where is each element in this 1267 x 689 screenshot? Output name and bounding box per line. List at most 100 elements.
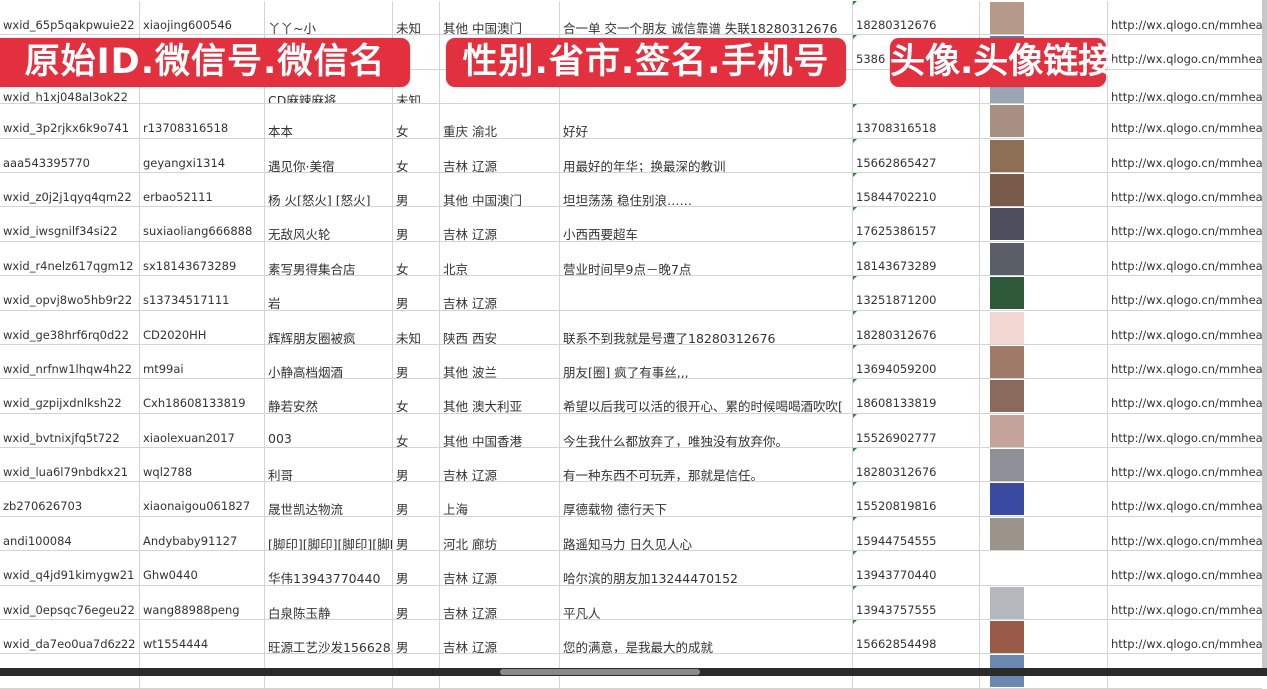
avatar-cell[interactable]: [980, 172, 1108, 207]
original-id-cell[interactable]: andi100084: [0, 516, 140, 551]
avatar-url-cell[interactable]: http://wx.qlogo.cn/mmhead: [1111, 430, 1262, 445]
region-cell[interactable]: 陕西 西安: [440, 310, 560, 344]
nickname-cell[interactable]: 旺源工艺沙发15662854: [265, 620, 393, 654]
wechat-id-cell[interactable]: geyangxi1314: [140, 138, 265, 172]
phone-cell[interactable]: 13943770440: [853, 551, 980, 585]
wechat-id-cell[interactable]: xiaolexuan2017: [140, 413, 265, 448]
original-id-cell[interactable]: wxid_bvtnixjfq5t722: [0, 413, 140, 448]
original-id-cell[interactable]: wxid_opvj8wo5hb9r22: [0, 276, 140, 310]
horizontal-scrollbar[interactable]: [0, 668, 1267, 676]
phone-cell[interactable]: 15844702210: [853, 172, 980, 207]
phone-cell[interactable]: 15944754555: [853, 516, 980, 551]
phone-cell[interactable]: 13251871200: [853, 276, 980, 310]
avatar-cell[interactable]: [980, 344, 1108, 379]
wechat-id-cell[interactable]: CD2020HH: [140, 310, 265, 344]
original-id-cell[interactable]: wxid_nrfnw1lhqw4h22: [0, 344, 140, 379]
gender-cell[interactable]: 女: [393, 413, 440, 448]
wechat-id-cell[interactable]: sx18143673289: [140, 241, 265, 276]
nickname-cell[interactable]: 丫丫~小: [265, 1, 393, 35]
phone-cell[interactable]: 18280312676: [853, 310, 980, 344]
signature-cell[interactable]: [560, 35, 853, 69]
signature-cell[interactable]: 希望以后我可以活的很开心、累的时候喝喝酒吹吹[: [560, 379, 853, 413]
nickname-cell[interactable]: 无敌风火轮: [265, 207, 393, 241]
avatar-url-cell[interactable]: http://wx.qlogo.cn/mmhead: [1111, 568, 1262, 583]
nickname-cell[interactable]: 003: [265, 413, 393, 448]
signature-cell[interactable]: 朋友[圈] 疯了有事丝,,,: [560, 344, 853, 379]
region-cell[interactable]: 其他 澳大利亚: [440, 379, 560, 413]
original-id-cell[interactable]: wxid_da7eo0ua7d6z22: [0, 620, 140, 654]
nickname-cell[interactable]: 晟世凯达物流: [265, 482, 393, 516]
region-cell[interactable]: 其他 中国澳门: [440, 172, 560, 207]
region-cell[interactable]: 吉林 辽源: [440, 138, 560, 172]
original-id-cell[interactable]: wxid_r4nelz617qgm12: [0, 241, 140, 276]
signature-cell[interactable]: 合一单 交一个朋友 诚信靠谱 失联18280312676: [560, 1, 853, 35]
horizontal-scrollbar-thumb[interactable]: [500, 669, 700, 675]
avatar-cell[interactable]: [980, 620, 1108, 654]
avatar-url-cell[interactable]: http://wx.qlogo.cn/mmhead: [1111, 258, 1262, 273]
avatar-url-cell[interactable]: http://wx.qlogo.cn/mmhead: [1111, 327, 1262, 342]
wechat-id-cell[interactable]: wt1554444: [140, 620, 265, 654]
signature-cell[interactable]: 厚德载物 德行天下: [560, 482, 853, 516]
gender-cell[interactable]: 男: [393, 172, 440, 207]
avatar-url-cell[interactable]: http://wx.qlogo.cn/mmhead: [1111, 52, 1262, 67]
wechat-id-cell[interactable]: xiaojing600546: [140, 1, 265, 35]
signature-cell[interactable]: 您的满意，是我最大的成就: [560, 620, 853, 654]
nickname-cell[interactable]: 辉辉朋友圈被疯: [265, 310, 393, 344]
gender-cell[interactable]: 未知: [393, 310, 440, 344]
avatar-cell[interactable]: [980, 310, 1108, 344]
phone-cell[interactable]: 13694059200: [853, 344, 980, 379]
avatar-url-cell[interactable]: http://wx.qlogo.cn/mmhead: [1111, 189, 1262, 204]
avatar-url-cell[interactable]: http://wx.qlogo.cn/mmhead: [1111, 155, 1262, 170]
signature-cell[interactable]: 联系不到我就是号遭了18280312676: [560, 310, 853, 344]
phone-cell[interactable]: 15520819816: [853, 482, 980, 516]
nickname-cell[interactable]: 遇见你·美宿: [265, 138, 393, 172]
original-id-cell[interactable]: zb270626703: [0, 482, 140, 516]
phone-cell[interactable]: 15526902777: [853, 413, 980, 448]
original-id-cell[interactable]: wxid_z0j2j1qyq4qm22: [0, 172, 140, 207]
region-cell[interactable]: 吉林 辽源: [440, 448, 560, 482]
avatar-cell[interactable]: [980, 104, 1108, 138]
avatar-cell[interactable]: [980, 516, 1108, 551]
avatar-url-cell[interactable]: http://wx.qlogo.cn/mmhead: [1111, 499, 1262, 514]
signature-cell[interactable]: 平凡人: [560, 585, 853, 620]
avatar-cell[interactable]: [980, 241, 1108, 276]
signature-cell[interactable]: 哈尔滨的朋友加13244470152: [560, 551, 853, 585]
original-id-cell[interactable]: wxid_lua6l79nbdkx21: [0, 448, 140, 482]
avatar-cell[interactable]: [980, 379, 1108, 413]
phone-cell[interactable]: 18280312676: [853, 448, 980, 482]
original-id-cell[interactable]: aaa543395770: [0, 138, 140, 172]
avatar-url-cell[interactable]: http://wx.qlogo.cn/mmhead: [1111, 533, 1262, 548]
gender-cell[interactable]: 男: [393, 482, 440, 516]
original-id-cell[interactable]: wxid_65p5qakpwuie22: [0, 1, 140, 35]
gender-cell[interactable]: 女: [393, 104, 440, 138]
region-cell[interactable]: 重庆 渝北: [440, 104, 560, 138]
nickname-cell[interactable]: 利哥: [265, 448, 393, 482]
nickname-cell[interactable]: 素写男得集合店: [265, 241, 393, 276]
avatar-url-cell[interactable]: http://wx.qlogo.cn/mmhead: [1111, 224, 1262, 239]
signature-cell[interactable]: 好好: [560, 104, 853, 138]
nickname-cell[interactable]: 杨 火[怒火] [怒火]: [265, 172, 393, 207]
gender-cell[interactable]: 女: [393, 379, 440, 413]
gender-cell[interactable]: 男: [393, 344, 440, 379]
phone-cell[interactable]: 15662854498: [853, 620, 980, 654]
phone-cell[interactable]: 18280312676: [853, 1, 980, 35]
avatar-cell[interactable]: [980, 413, 1108, 448]
gender-cell[interactable]: 男: [393, 620, 440, 654]
gender-cell[interactable]: 未知: [393, 69, 440, 104]
wechat-id-cell[interactable]: Andybaby91127: [140, 516, 265, 551]
avatar-url-cell[interactable]: http://wx.qlogo.cn/mmhead: [1111, 396, 1262, 411]
phone-cell[interactable]: 15662865427: [853, 138, 980, 172]
region-cell[interactable]: 北京: [440, 241, 560, 276]
avatar-cell[interactable]: [980, 276, 1108, 310]
signature-cell[interactable]: [560, 69, 853, 104]
avatar-url-cell[interactable]: http://wx.qlogo.cn/mmhead: [1111, 465, 1262, 480]
nickname-cell[interactable]: 华伟13943770440: [265, 551, 393, 585]
avatar-url-cell[interactable]: http://wx.qlogo.cn/mmhead: [1111, 293, 1262, 308]
original-id-cell[interactable]: wxid_iwsgnilf34si22: [0, 207, 140, 241]
wechat-id-cell[interactable]: wang88988peng: [140, 585, 265, 620]
signature-cell[interactable]: 路遥知马力 日久见人心: [560, 516, 853, 551]
avatar-url-cell[interactable]: http://wx.qlogo.cn/mmhead: [1111, 18, 1262, 32]
nickname-cell[interactable]: [脚印][脚印][脚印][脚E: [265, 516, 393, 551]
vertical-scrollbar[interactable]: [1262, 0, 1267, 668]
phone-cell[interactable]: 18608133819: [853, 379, 980, 413]
